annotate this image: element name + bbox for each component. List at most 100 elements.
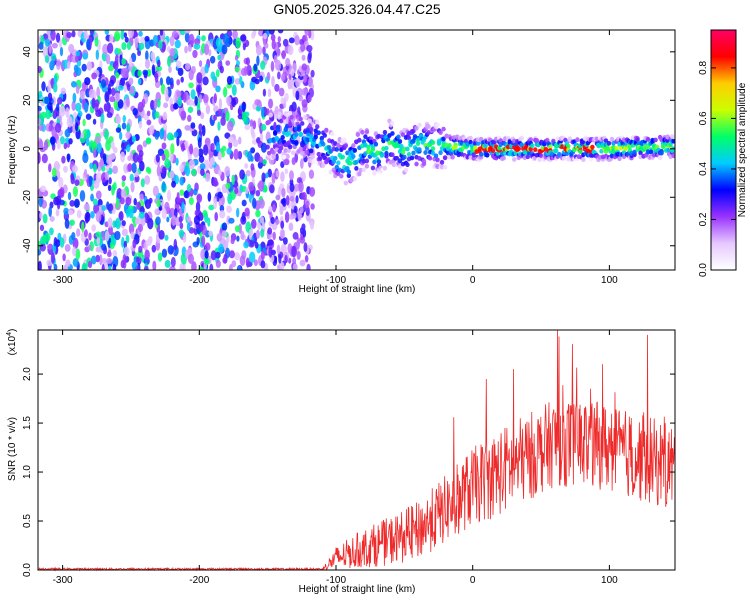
noise-speckle	[152, 260, 157, 270]
signal-cell	[328, 148, 334, 154]
noise-speckle	[284, 92, 289, 102]
noise-speckle	[129, 173, 134, 182]
signal-cell	[315, 119, 320, 125]
noise-speckle	[126, 144, 131, 153]
noise-speckle	[99, 254, 103, 266]
noise-speckle	[291, 245, 297, 258]
noise-speckle	[43, 140, 49, 151]
noise-speckle	[267, 239, 274, 246]
noise-speckle	[112, 250, 118, 258]
noise-speckle	[161, 153, 166, 161]
noise-speckle	[250, 219, 257, 229]
signal-cell	[439, 159, 445, 165]
noise-speckle	[166, 189, 172, 202]
noise-speckle	[125, 196, 132, 206]
noise-speckle	[66, 116, 73, 128]
noise-speckle	[170, 256, 176, 268]
snr-y-tick-label: 0.5	[22, 514, 33, 528]
noise-speckle	[271, 39, 276, 50]
noise-speckle	[38, 139, 44, 150]
noise-speckle	[184, 124, 191, 131]
noise-speckle	[144, 175, 151, 185]
signal-cell	[468, 135, 473, 141]
noise-speckle	[189, 143, 194, 155]
colorbar-gradient	[711, 30, 736, 270]
noise-speckle	[291, 212, 297, 220]
noise-speckle	[245, 187, 249, 194]
noise-speckle	[157, 148, 165, 156]
noise-speckle	[292, 257, 297, 265]
noise-speckle	[75, 102, 82, 112]
signal-cell	[336, 160, 341, 166]
noise-speckle	[238, 223, 242, 234]
noise-speckle	[121, 122, 127, 130]
noise-speckle	[179, 30, 186, 36]
noise-speckle	[119, 197, 125, 205]
signal-cell	[363, 134, 368, 140]
noise-speckle	[188, 82, 194, 89]
noise-speckle	[234, 54, 239, 61]
noise-speckle	[188, 33, 195, 46]
signal-cell	[266, 119, 272, 125]
noise-speckle	[92, 198, 98, 206]
noise-speckle	[217, 121, 221, 131]
noise-speckle	[155, 216, 161, 226]
noise-speckle	[237, 150, 243, 160]
spectrogram-y-ticks: -40 -20 0 20 40	[22, 46, 675, 253]
noise-speckle	[88, 175, 93, 187]
signal-cell	[352, 147, 358, 153]
signal-cell	[324, 127, 329, 133]
noise-speckle	[154, 72, 159, 83]
noise-speckle	[137, 50, 141, 57]
noise-speckle	[72, 165, 78, 173]
noise-speckle	[120, 188, 127, 199]
noise-speckle	[186, 216, 191, 223]
signal-cell	[671, 138, 675, 144]
noise-speckle	[280, 171, 285, 182]
noise-speckle	[47, 101, 53, 111]
noise-speckle	[151, 244, 157, 253]
signal-cell	[288, 144, 293, 150]
noise-speckle	[75, 50, 81, 57]
signal-cell	[361, 167, 367, 173]
signal-cell	[390, 120, 395, 126]
noise-speckle	[280, 229, 285, 239]
noise-speckle	[292, 231, 299, 240]
noise-speckle	[81, 82, 87, 91]
noise-speckle	[305, 205, 310, 216]
noise-speckle	[256, 55, 260, 66]
signal-cell	[525, 154, 530, 160]
noise-speckle	[268, 246, 273, 258]
noise-speckle	[198, 123, 203, 131]
signal-cell	[427, 155, 433, 161]
noise-speckle	[197, 86, 201, 98]
noise-speckle	[224, 132, 231, 139]
noise-speckle	[240, 34, 247, 42]
noise-speckle	[150, 51, 156, 61]
noise-speckle	[137, 69, 142, 77]
noise-speckle	[93, 203, 100, 214]
noise-speckle	[45, 109, 51, 120]
noise-speckle	[187, 98, 194, 106]
noise-speckle	[93, 147, 97, 159]
noise-speckle	[275, 153, 279, 162]
signal-cell	[534, 138, 540, 143]
noise-speckle	[204, 172, 211, 183]
noise-speckle	[70, 176, 75, 185]
signal-cell	[603, 138, 609, 144]
noise-speckle	[119, 131, 123, 141]
noise-speckle	[81, 63, 87, 72]
noise-speckle	[260, 228, 265, 238]
noise-speckle	[81, 221, 85, 233]
signal-cell	[291, 150, 296, 156]
noise-speckle	[104, 230, 110, 242]
signal-cell	[530, 143, 535, 149]
noise-speckle	[293, 205, 298, 214]
noise-speckle	[180, 110, 187, 121]
noise-speckle	[267, 227, 273, 235]
signal-cell	[561, 156, 567, 161]
noise-speckle	[71, 231, 76, 241]
signal-cell	[300, 150, 305, 156]
noise-speckle	[257, 180, 265, 192]
noise-speckle	[164, 158, 171, 169]
